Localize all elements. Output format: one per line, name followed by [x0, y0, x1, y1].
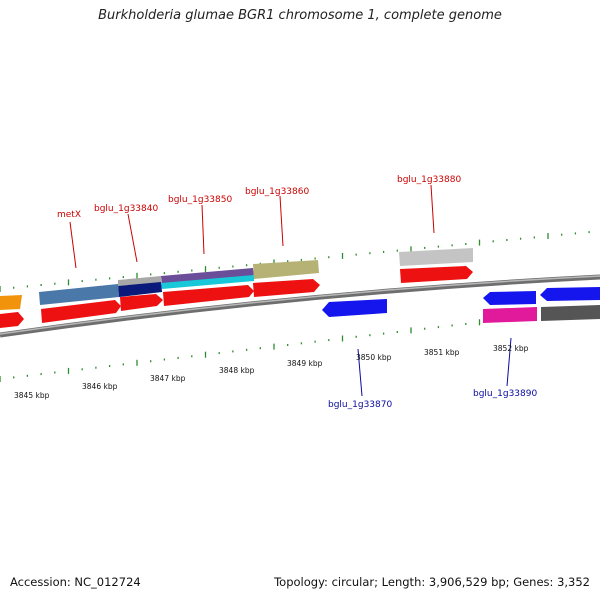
kbp-label-3849: 3849 kbp [287, 359, 323, 368]
leader-bglu_1g33880 [430, 184, 435, 234]
cds-reverse-3[interactable] [540, 287, 600, 301]
leader-bglu_1g33860 [279, 195, 284, 247]
cds-reverse-bglu_1g33890[interactable] [483, 291, 536, 305]
feature-grey[interactable] [118, 276, 161, 286]
cds-forward-bglu_1g33880[interactable] [400, 266, 473, 283]
leader-metX [69, 221, 77, 269]
cds-forward-metX[interactable] [41, 300, 121, 323]
leader-bglu_1g33870 [357, 348, 363, 397]
kbp-label-3845: 3845 kbp [14, 391, 50, 400]
leader-bglu_1g33840 [127, 213, 138, 263]
feature-cyan[interactable] [161, 275, 254, 289]
gene-label-bglu_1g33850[interactable]: bglu_1g33850 [168, 195, 232, 205]
genome-backbone [0, 274, 600, 338]
feature-khaki[interactable] [253, 260, 319, 279]
kbp-label-3850: 3850 kbp [356, 353, 392, 362]
feature-magenta[interactable] [483, 307, 537, 323]
cds-reverse-bglu_1g33870[interactable] [322, 299, 387, 317]
kbp-label-3847: 3847 kbp [150, 374, 186, 383]
label-leaders [69, 184, 512, 397]
gene-label-bglu_1g33870[interactable]: bglu_1g33870 [328, 400, 392, 410]
feature-lightgrey[interactable] [399, 248, 473, 266]
cds-forward-1[interactable] [0, 312, 24, 328]
feature-orange[interactable] [0, 295, 22, 310]
kbp-label-3852: 3852 kbp [493, 344, 529, 353]
feature-steelblue[interactable] [39, 284, 119, 305]
gene-label-bglu_1g33880[interactable]: bglu_1g33880 [397, 175, 461, 185]
feature-purple[interactable] [161, 268, 254, 285]
genome-summary-text: Topology: circular; Length: 3,906,529 bp… [274, 575, 590, 589]
cds-forward-bglu_1g33850[interactable] [163, 285, 254, 306]
feature-darkgrey[interactable] [541, 305, 600, 321]
gene-label-bglu_1g33840[interactable]: bglu_1g33840 [94, 204, 158, 214]
cds-forward-bglu_1g33860[interactable] [253, 279, 320, 297]
gene-labels: metX bglu_1g33840 bglu_1g33850 bglu_1g33… [57, 175, 537, 410]
reverse-cds-track [322, 287, 600, 317]
kbp-label-3848: 3848 kbp [219, 366, 255, 375]
forward-cds-track [0, 266, 473, 328]
map-title: Burkholderia glumae BGR1 chromosome 1, c… [98, 8, 502, 23]
feature-track [0, 248, 600, 323]
gene-label-bglu_1g33860[interactable]: bglu_1g33860 [245, 187, 309, 197]
leader-bglu_1g33850 [201, 204, 205, 255]
leader-bglu_1g33890 [506, 337, 512, 387]
accession-text: Accession: NC_012724 [10, 575, 141, 589]
outer-tick-row [0, 231, 590, 292]
gene-label-metX[interactable]: metX [57, 210, 81, 220]
kbp-label-3846: 3846 kbp [82, 382, 118, 391]
gene-label-bglu_1g33890[interactable]: bglu_1g33890 [473, 389, 537, 399]
cds-forward-bglu_1g33840[interactable] [120, 294, 163, 311]
kbp-labels: 3845 kbp 3846 kbp 3847 kbp 3848 kbp 3849… [14, 344, 529, 400]
kbp-label-3851: 3851 kbp [424, 348, 460, 357]
genome-backbone-highlight [0, 275, 600, 335]
